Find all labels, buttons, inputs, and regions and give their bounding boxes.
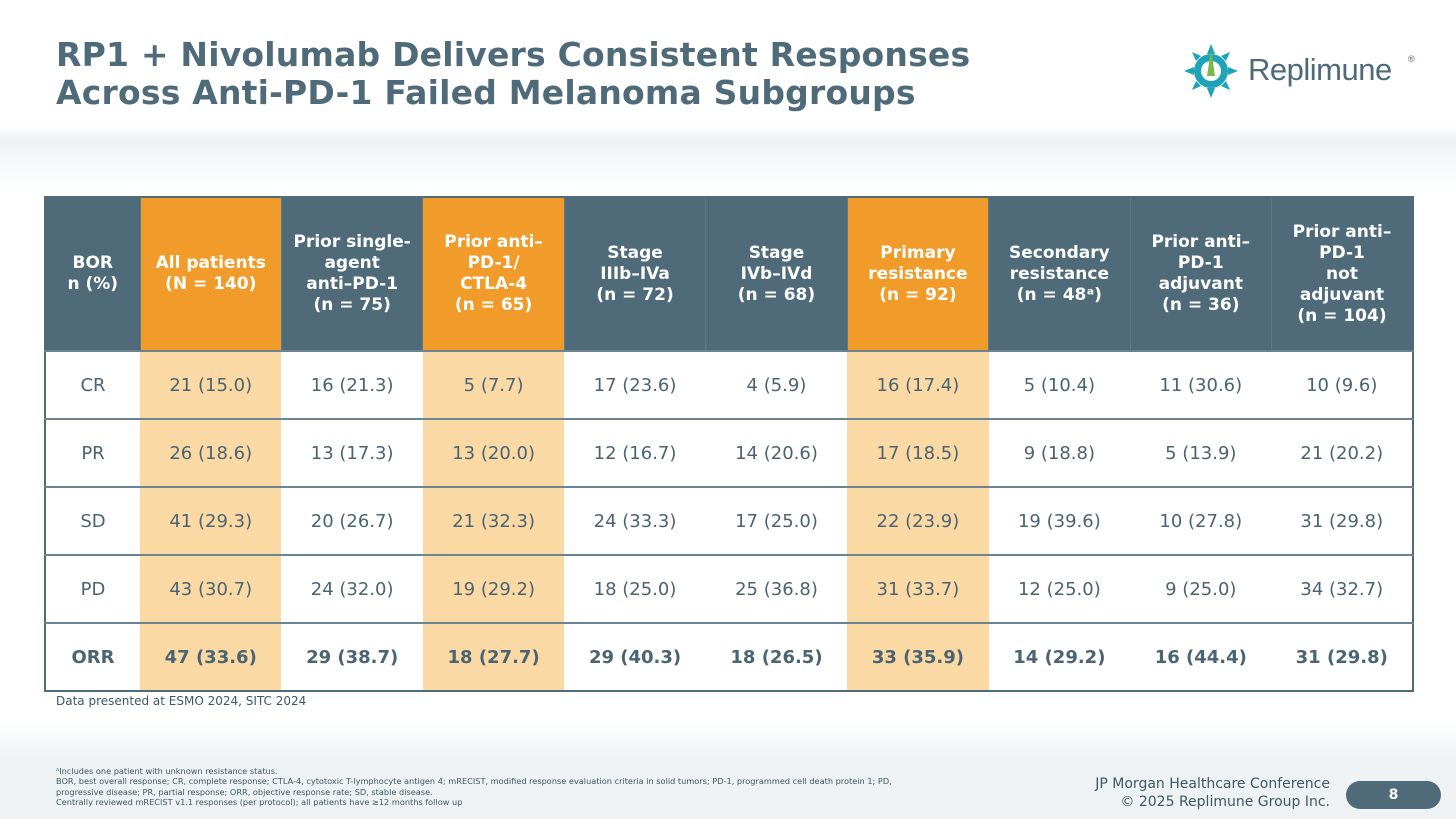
table-cell: 13 (17.3) (281, 418, 423, 487)
table-cell: 5 (7.7) (422, 350, 565, 419)
table-cell: 31 (29.8) (1271, 486, 1413, 555)
table-cell: 21 (32.3) (422, 486, 565, 555)
table-cell: 43 (30.7) (140, 554, 282, 623)
table-cell: 10 (9.6) (1271, 350, 1413, 419)
table-cell: 31 (29.8) (1271, 622, 1413, 691)
footer-background (0, 722, 1456, 819)
header-prior-anti-pd1-ctla4: Prior anti– PD-1/CTLA-4 (n = 65) (422, 197, 565, 351)
table-cell: 18 (25.0) (564, 554, 706, 623)
table-cell: 18 (27.7) (422, 622, 565, 691)
header-all-patients: All patients (N = 140) (139, 197, 282, 351)
table-cell: 16 (21.3) (281, 350, 423, 419)
table-cell: 21 (15.0) (140, 350, 282, 419)
page-number: 8 (1346, 781, 1441, 809)
header-primary-resistance: Primary resistance (n = 92) (846, 197, 989, 351)
row-label: CR (45, 350, 140, 419)
table-cell: 24 (32.0) (281, 554, 423, 623)
header-prior-single-agent: Prior single-agent anti–PD-1 (n = 75) (280, 197, 423, 351)
table-cell: 25 (36.8) (705, 554, 848, 623)
table-cell: 29 (40.3) (564, 622, 706, 691)
table-cell: 19 (29.2) (422, 554, 565, 623)
table-cell: 10 (27.8) (1130, 486, 1272, 555)
title-line-2: Across Anti-PD-1 Failed Melanoma Subgrou… (56, 73, 916, 112)
table-cell: 17 (18.5) (847, 418, 989, 487)
table-cell: 21 (20.2) (1271, 418, 1413, 487)
source-note: Data presented at ESMO 2024, SITC 2024 (56, 694, 307, 708)
row-label: PD (45, 554, 140, 623)
header-stage-iiib-iva: Stage IIIb–IVa (n = 72) (563, 197, 706, 351)
row-label: ORR (45, 622, 140, 691)
table-cell: 17 (23.6) (564, 350, 706, 419)
footnote-line: ᵃIncludes one patient with unknown resis… (56, 766, 278, 776)
table-cell: 16 (44.4) (1130, 622, 1272, 691)
table-row-pd: PD 43 (30.7) 24 (32.0) 19 (29.2) 18 (25.… (45, 554, 1413, 623)
table-cell: 29 (38.7) (281, 622, 423, 691)
table-cell: 13 (20.0) (422, 418, 565, 487)
table-cell: 9 (18.8) (988, 418, 1131, 487)
header-stage-ivb-ivd: Stage IVb–IVd (n = 68) (705, 197, 848, 351)
table-cell: 22 (23.9) (847, 486, 989, 555)
table-row-orr: ORR 47 (33.6) 29 (38.7) 18 (27.7) 29 (40… (45, 622, 1413, 691)
logo-wordmark: Replimune (1248, 52, 1392, 87)
title-line-1: RP1 + Nivolumab Delivers Consistent Resp… (56, 35, 971, 74)
table-cell: 5 (10.4) (988, 350, 1131, 419)
table-cell: 47 (33.6) (140, 622, 282, 691)
header-prior-not-adjuvant: Prior anti– PD-1 not adjuvant (n = 104) (1271, 197, 1413, 351)
table-cell: 26 (18.6) (140, 418, 282, 487)
header-bor: BOR n (%) (44, 197, 140, 351)
table-cell: 20 (26.7) (281, 486, 423, 555)
table-cell: 17 (25.0) (705, 486, 848, 555)
footnote-line: progressive disease; PR, partial respons… (56, 786, 433, 797)
response-table: BOR n (%) All patients (N = 140) Prior sin… (44, 196, 1414, 692)
table-cell: 33 (35.9) (847, 622, 989, 691)
table-cell: 16 (17.4) (847, 350, 989, 419)
row-label: SD (45, 486, 140, 555)
table-cell: 14 (29.2) (988, 622, 1131, 691)
header-prior-adjuvant: Prior anti– PD-1 adjuvant (n = 36) (1129, 197, 1272, 351)
conference-info: JP Morgan Healthcare Conference © 2025 R… (1040, 775, 1330, 811)
table-cell: 24 (33.3) (564, 486, 706, 555)
table-cell: 11 (30.6) (1130, 350, 1272, 419)
table-cell: 12 (25.0) (988, 554, 1131, 623)
table-row-sd: SD 41 (29.3) 20 (26.7) 21 (32.3) 24 (33.… (45, 486, 1413, 555)
table-cell: 41 (29.3) (140, 486, 282, 555)
table-cell: 12 (16.7) (564, 418, 706, 487)
table-cell: 9 (25.0) (1130, 554, 1272, 623)
replimune-logo: Replimune ® (1182, 42, 1422, 100)
table-row-pr: PR 26 (18.6) 13 (17.3) 13 (20.0) 12 (16.… (45, 418, 1413, 487)
header-secondary-resistance: Secondary resistance (n = 48ᵃ) (988, 197, 1131, 351)
table-cell: 31 (33.7) (847, 554, 989, 623)
footnote-line: BOR, best overall response; CR, complete… (56, 776, 892, 787)
replimune-sun-icon (1184, 44, 1238, 98)
table-cell: 18 (26.5) (705, 622, 848, 691)
table-cell: 19 (39.6) (988, 486, 1131, 555)
table-cell: 14 (20.6) (705, 418, 848, 487)
table-row-cr: CR 21 (15.0) 16 (21.3) 5 (7.7) 17 (23.6)… (45, 350, 1413, 419)
page-title: RP1 + Nivolumab Delivers Consistent Resp… (56, 36, 970, 112)
table-cell: 5 (13.9) (1130, 418, 1272, 487)
logo-registered-mark: ® (1408, 54, 1415, 64)
table-cell: 4 (5.9) (705, 350, 848, 419)
table-header-row: BOR n (%) All patients (N = 140) Prior sin… (44, 197, 1413, 351)
footnote-line: Centrally reviewed mRECIST v1.1 response… (56, 797, 463, 808)
copyright: © 2025 Replimune Group Inc. (1120, 794, 1330, 810)
table-cell: 34 (32.7) (1271, 554, 1413, 623)
footnotes: ᵃIncludes one patient with unknown resis… (56, 766, 1036, 808)
row-label: PR (45, 418, 140, 487)
conference-name: JP Morgan Healthcare Conference (1095, 776, 1330, 792)
